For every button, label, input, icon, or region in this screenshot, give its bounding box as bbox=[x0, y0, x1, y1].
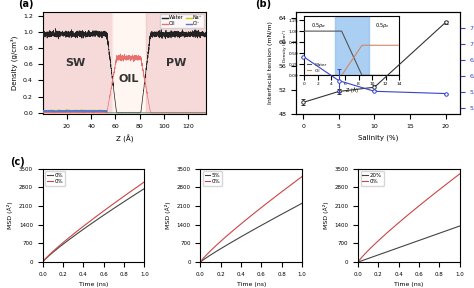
X-axis label: Salinity (%): Salinity (%) bbox=[358, 135, 398, 141]
Text: (b): (b) bbox=[255, 0, 272, 10]
Y-axis label: MSD (Å²): MSD (Å²) bbox=[165, 202, 171, 229]
0% bbox=[40, 260, 46, 264]
0% bbox=[253, 211, 258, 214]
Text: (c): (c) bbox=[10, 157, 25, 167]
20% bbox=[438, 231, 444, 234]
Y-axis label: MSD (Å²): MSD (Å²) bbox=[323, 202, 329, 229]
0% bbox=[281, 189, 287, 192]
5% bbox=[299, 202, 305, 205]
Bar bbox=[146, 12, 206, 114]
0% bbox=[40, 260, 46, 264]
0% bbox=[100, 214, 106, 217]
5% bbox=[253, 227, 258, 230]
20% bbox=[410, 241, 416, 244]
Line: 0%: 0% bbox=[43, 189, 145, 262]
0% bbox=[123, 199, 129, 202]
Line: 20%: 20% bbox=[358, 226, 460, 262]
20% bbox=[403, 243, 409, 247]
X-axis label: Time (ns): Time (ns) bbox=[79, 282, 108, 287]
0% bbox=[455, 174, 460, 177]
0% bbox=[355, 260, 361, 264]
0% bbox=[198, 260, 203, 264]
X-axis label: Z (Å): Z (Å) bbox=[116, 135, 133, 143]
Y-axis label: Interfacial tension (mN/m): Interfacial tension (mN/m) bbox=[268, 22, 273, 105]
5% bbox=[246, 231, 252, 234]
Line: 0%: 0% bbox=[358, 174, 460, 262]
0% bbox=[88, 222, 94, 226]
Legend: 20%, 0%: 20%, 0% bbox=[361, 171, 383, 186]
0% bbox=[139, 188, 145, 192]
0% bbox=[246, 216, 252, 219]
0% bbox=[403, 215, 409, 218]
5% bbox=[258, 224, 264, 227]
Text: (a): (a) bbox=[18, 0, 34, 10]
0% bbox=[258, 206, 264, 210]
0% bbox=[142, 187, 147, 190]
Line: 0%: 0% bbox=[43, 182, 145, 262]
5% bbox=[246, 230, 252, 234]
20% bbox=[455, 225, 460, 229]
Y-axis label: MSD (Å²): MSD (Å²) bbox=[8, 202, 13, 229]
0% bbox=[404, 214, 410, 217]
0% bbox=[95, 214, 100, 217]
Bar bbox=[112, 12, 146, 114]
5% bbox=[198, 260, 203, 264]
X-axis label: Time (ns): Time (ns) bbox=[394, 282, 424, 287]
20% bbox=[457, 224, 463, 228]
0% bbox=[297, 177, 302, 180]
Text: OIL: OIL bbox=[118, 74, 139, 84]
0% bbox=[123, 193, 129, 196]
Line: 5%: 5% bbox=[201, 203, 302, 262]
Legend: 0%, 0%: 0%, 0% bbox=[46, 171, 64, 186]
0% bbox=[438, 186, 444, 190]
Bar bbox=[43, 12, 112, 114]
5% bbox=[281, 211, 287, 215]
Legend: 5%, 0%: 5%, 0% bbox=[203, 171, 222, 186]
Text: PW: PW bbox=[166, 58, 186, 68]
20% bbox=[416, 239, 421, 242]
0% bbox=[457, 172, 463, 176]
0% bbox=[88, 219, 94, 222]
0% bbox=[89, 222, 94, 225]
5% bbox=[297, 203, 302, 206]
Y-axis label: Density (g/cm³): Density (g/cm³) bbox=[10, 36, 18, 90]
0% bbox=[89, 218, 94, 222]
0% bbox=[139, 182, 145, 185]
0% bbox=[142, 180, 147, 183]
0% bbox=[416, 204, 421, 208]
Legend: Water, Oil, Na⁺, Cl⁻: Water, Oil, Na⁺, Cl⁻ bbox=[160, 14, 204, 28]
0% bbox=[95, 217, 100, 221]
0% bbox=[299, 175, 305, 178]
0% bbox=[410, 209, 416, 213]
X-axis label: Time (ns): Time (ns) bbox=[237, 282, 266, 287]
Line: 0%: 0% bbox=[201, 177, 302, 262]
0% bbox=[100, 210, 106, 213]
Text: SW: SW bbox=[65, 58, 85, 68]
0% bbox=[246, 215, 252, 219]
20% bbox=[355, 260, 361, 264]
20% bbox=[404, 243, 410, 247]
